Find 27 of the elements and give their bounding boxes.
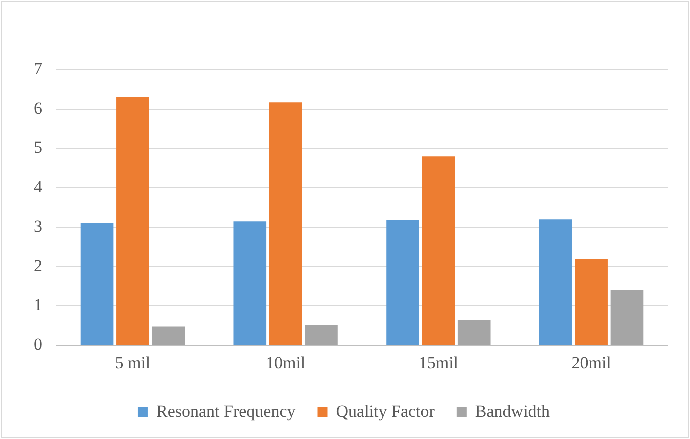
bar (422, 156, 456, 346)
bar (386, 220, 420, 346)
x-tick-label: 10mil (266, 353, 306, 372)
bar (539, 220, 572, 346)
x-tick-label: 15mil (418, 353, 459, 372)
x-tick-label: 20mil (572, 353, 612, 372)
legend-label: Bandwidth (475, 402, 551, 421)
bar (458, 320, 491, 346)
bar (234, 222, 267, 346)
bar (152, 326, 186, 346)
bar (80, 224, 114, 346)
y-tick-label: 7 (34, 59, 43, 78)
legend-label: Quality Factor (336, 402, 436, 421)
x-tick-label: 5 mil (115, 353, 151, 372)
y-tick-label: 5 (34, 138, 42, 158)
y-tick-label: 1 (34, 296, 42, 315)
y-tick-label: 4 (34, 178, 43, 197)
legend-label: Resonant Frequency (156, 402, 296, 421)
y-tick-label: 6 (34, 98, 42, 118)
bar (305, 325, 338, 346)
y-tick-label: 2 (34, 256, 42, 276)
bar (269, 102, 302, 346)
bar (575, 258, 608, 346)
y-tick-label: 3 (34, 216, 42, 236)
bar (610, 290, 644, 346)
y-tick-label: 0 (34, 335, 42, 354)
bar (116, 98, 150, 346)
